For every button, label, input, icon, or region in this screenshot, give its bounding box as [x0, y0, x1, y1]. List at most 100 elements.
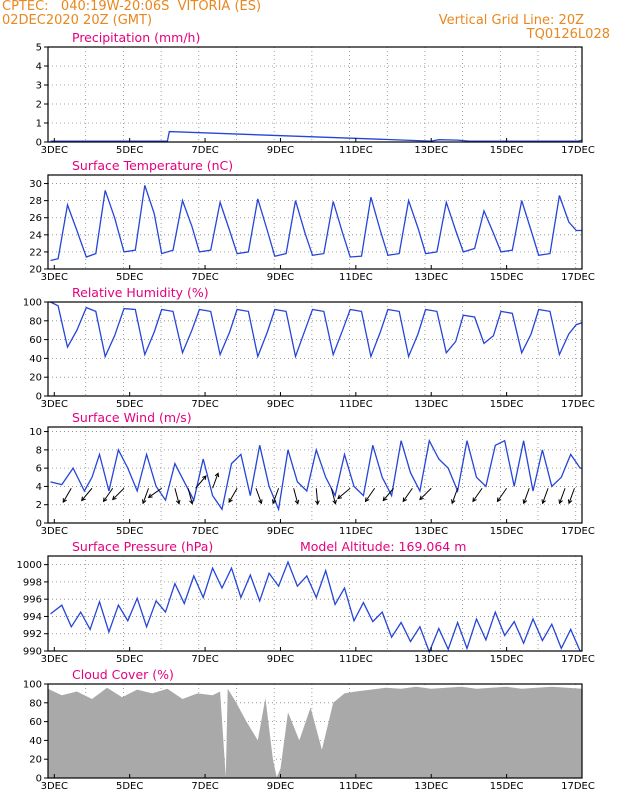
x-tick-label: 11DEC: [339, 399, 373, 410]
x-tick-label: 15DEC: [490, 654, 524, 665]
y-tick-label: 10: [29, 427, 42, 438]
wind-arrow: [255, 488, 262, 504]
x-tick-label: 15DEC: [490, 145, 524, 156]
panel-frame: [47, 683, 583, 779]
y-tick-label: 0: [36, 138, 42, 149]
x-tick-label: 3DEC: [41, 654, 68, 665]
wind-arrow-head: [81, 496, 86, 502]
x-tick-label: 13DEC: [414, 272, 448, 283]
header-station: CPTEC: 040:19W-20:06S VITORIA (ES): [2, 0, 262, 14]
wind-arrow: [112, 487, 125, 500]
x-tick-label: 11DEC: [339, 781, 373, 792]
y-tick-label: 994: [23, 612, 42, 623]
wind-arrow: [523, 488, 530, 504]
x-tick-label: 15DEC: [490, 399, 524, 410]
wind-arrow: [337, 487, 351, 499]
wind-arrow-head: [451, 499, 456, 505]
header-model-id: TQ0126L028: [526, 27, 610, 42]
y-tick-label: 998: [23, 577, 42, 588]
wind-arrow: [187, 488, 193, 504]
x-tick-label: 7DEC: [191, 399, 218, 410]
wind-arrow: [62, 488, 72, 503]
x-tick-label: 15DEC: [490, 781, 524, 792]
wind-arrow-head: [202, 475, 207, 481]
y-tick-label: 28: [29, 196, 42, 207]
y-tick-label: 1: [36, 119, 42, 130]
wind-arrow: [148, 487, 163, 498]
panel-frame: [47, 301, 583, 397]
wind-arrow: [559, 488, 566, 504]
y-tick-label: 6: [36, 464, 42, 475]
wind-arrow: [81, 487, 93, 501]
x-tick-label: 7DEC: [191, 654, 218, 665]
wind-arrow: [402, 487, 413, 502]
wind-arrow-head: [62, 498, 67, 504]
series-line: [50, 130, 583, 142]
panel-1: Surface Temperature (nC) 20 22 24 26 28 30 3DEC…: [29, 158, 595, 283]
x-tick-label: 5DEC: [116, 781, 143, 792]
x-tick-label: 7DEC: [191, 526, 218, 537]
x-tick-label: 7DEC: [191, 272, 218, 283]
x-tick-label: 7DEC: [191, 145, 218, 156]
y-tick-label: 2: [36, 100, 42, 111]
x-tick-label: 17DEC: [561, 399, 595, 410]
y-tick-label: 40: [29, 354, 42, 365]
panel-frame: [47, 46, 583, 143]
wind-arrow: [315, 488, 319, 505]
panel-frame: [47, 174, 583, 270]
panel-title: Surface Temperature (nC): [72, 158, 233, 173]
y-tick-label: 26: [29, 213, 42, 224]
y-tick-label: 8: [36, 445, 42, 456]
y-tick-label: 996: [23, 595, 42, 606]
x-tick-label: 13DEC: [414, 145, 448, 156]
x-tick-label: 9DEC: [267, 399, 294, 410]
y-tick-label: 0: [36, 519, 42, 530]
x-tick-label: 9DEC: [267, 781, 294, 792]
wind-arrow: [174, 488, 180, 504]
y-tick-label: 4: [36, 62, 42, 73]
wind-arrow: [272, 488, 280, 504]
wind-arrow-head: [228, 498, 233, 504]
wind-arrow-head: [332, 499, 337, 505]
wind-arrow: [472, 487, 483, 502]
y-tick-label: 80: [29, 698, 42, 709]
wind-arrow: [451, 488, 459, 504]
y-tick-label: 1000: [17, 560, 42, 571]
y-tick-label: 22: [29, 247, 42, 258]
wind-arrow-head: [189, 499, 194, 505]
wind-arrow-head: [102, 497, 108, 503]
x-tick-label: 3DEC: [41, 526, 68, 537]
y-tick-label: 60: [29, 335, 42, 346]
x-tick-label: 3DEC: [41, 145, 68, 156]
y-tick-label: 20: [29, 373, 42, 384]
x-tick-label: 9DEC: [267, 272, 294, 283]
wind-arrow: [293, 488, 299, 504]
wind-arrow-head: [402, 497, 408, 503]
panel-5: Cloud Cover (%) 0 20 40 60 80 100 3DEC 5DEC 7DEC 9…: [23, 667, 595, 792]
panel-title: Relative Humidity (%): [72, 285, 209, 300]
y-tick-label: 990: [23, 647, 42, 658]
wind-arrow-head: [111, 495, 117, 501]
x-tick-label: 5DEC: [116, 145, 143, 156]
x-tick-label: 3DEC: [41, 781, 68, 792]
header-grid-info: Vertical Grid Line: 20Z: [438, 13, 584, 28]
y-tick-label: 100: [23, 680, 42, 691]
wind-arrow-head: [147, 493, 153, 499]
x-tick-label: 5DEC: [116, 272, 143, 283]
panel-title: Precipitation (mm/h): [72, 30, 200, 45]
series-line: [50, 301, 583, 359]
wind-arrow: [497, 487, 508, 502]
y-tick-label: 2: [36, 500, 42, 511]
x-tick-label: 13DEC: [414, 526, 448, 537]
y-tick-label: 0: [36, 392, 42, 403]
panel-2: Relative Humidity (%) 0 20 40 60 80 100 3DEC 5DE…: [23, 285, 595, 410]
x-tick-label: 15DEC: [490, 272, 524, 283]
wind-arrow: [212, 473, 219, 489]
x-tick-label: 9DEC: [267, 145, 294, 156]
panel-title: Cloud Cover (%): [72, 667, 174, 682]
x-tick-label: 13DEC: [414, 781, 448, 792]
x-tick-label: 9DEC: [267, 526, 294, 537]
wind-arrow-head: [382, 496, 388, 502]
x-tick-label: 11DEC: [339, 654, 373, 665]
